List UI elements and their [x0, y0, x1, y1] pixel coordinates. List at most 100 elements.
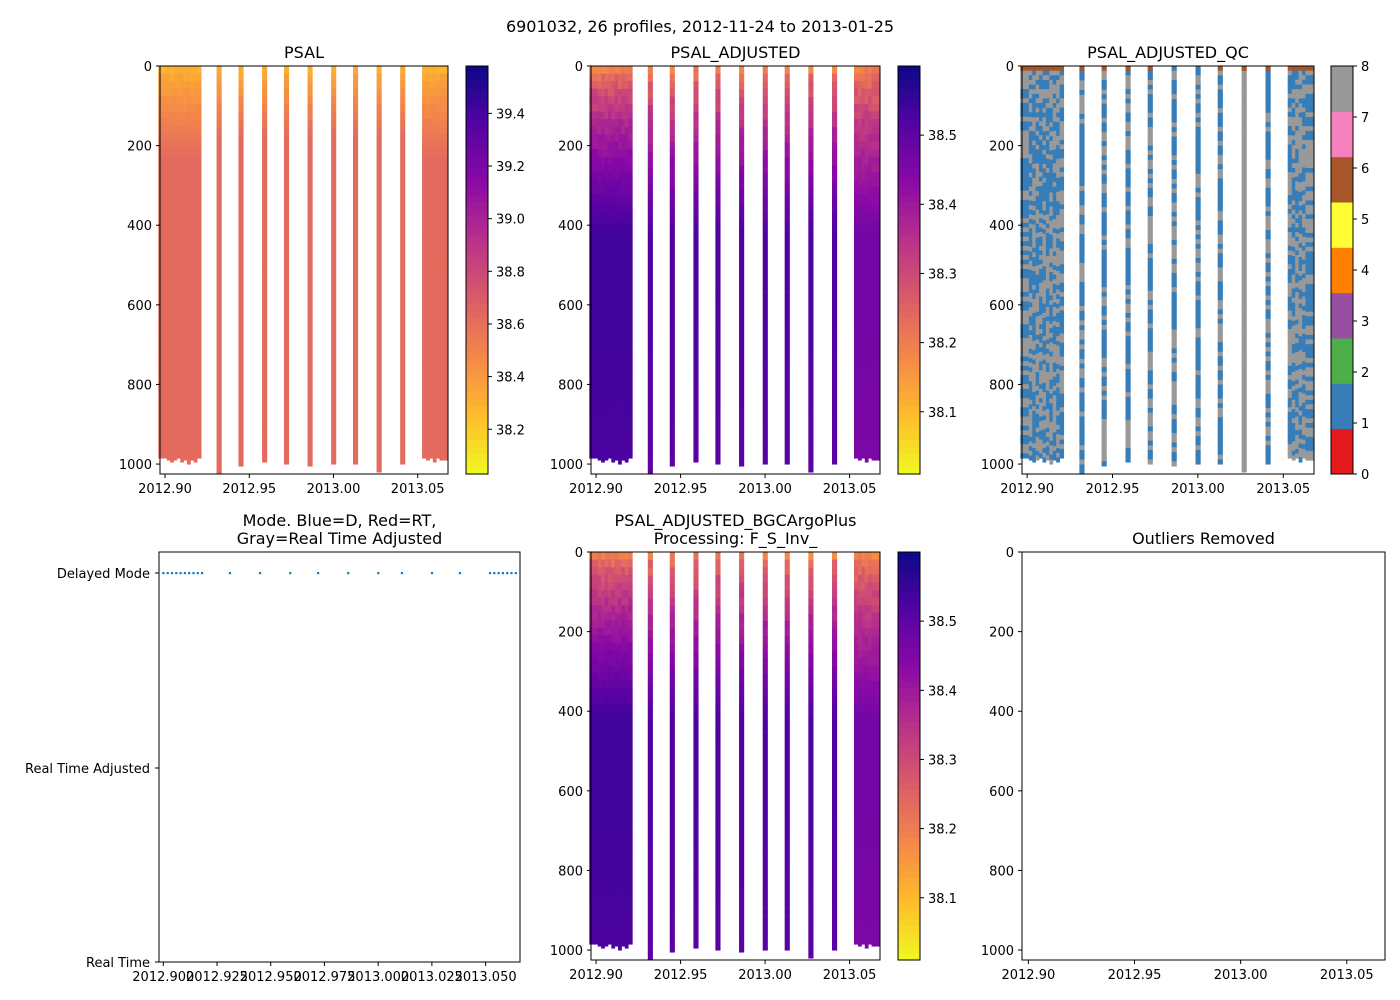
heatmap-cell [262, 446, 268, 455]
heatmap-cell [1032, 350, 1037, 356]
heatmap-cell [1295, 107, 1300, 113]
heatmap-cell [186, 119, 191, 128]
heatmap-cell [1241, 228, 1247, 234]
heatmap-cell [861, 412, 866, 421]
heatmap-cell [422, 344, 427, 354]
heatmap-cell [173, 444, 178, 453]
heatmap-cell [170, 271, 174, 280]
heatmap-cell [1265, 258, 1271, 264]
heatmap-cell [1101, 320, 1107, 326]
heatmap-cell [1042, 149, 1047, 156]
heatmap-cell [1171, 108, 1177, 114]
heatmap-cell [1195, 117, 1201, 123]
heatmap-cell [624, 81, 629, 90]
heatmap-cell [618, 211, 622, 220]
heatmap-cell [400, 425, 406, 434]
heatmap-cell [176, 133, 181, 142]
heatmap-cell [1217, 393, 1223, 399]
heatmap-cell [1079, 368, 1085, 374]
heatmap-cell [1147, 375, 1153, 381]
heatmap-cell [1032, 243, 1037, 249]
heatmap-cell [193, 401, 198, 410]
heatmap-cell [693, 378, 699, 387]
heatmap-cell [1298, 396, 1303, 402]
heatmap-cell [647, 285, 653, 295]
heatmap-cell [861, 141, 866, 150]
heatmap-cell [1056, 266, 1060, 272]
heatmap-cell [1295, 398, 1300, 404]
colorbar-tick-label: 38.4 [928, 198, 957, 213]
heatmap-cell [597, 81, 602, 90]
heatmap-cell [1291, 334, 1296, 341]
heatmap-cell [1039, 384, 1043, 390]
heatmap-cell [861, 216, 866, 225]
heatmap-cell [1171, 400, 1177, 406]
heatmap-cell [1171, 353, 1177, 359]
heatmap-cell [176, 88, 181, 97]
heatmap-cell [1217, 126, 1223, 133]
heatmap-cell [868, 337, 872, 346]
heatmap-cell [1265, 342, 1271, 348]
heatmap-cell [426, 437, 430, 446]
heatmap-cell [193, 119, 198, 128]
heatmap-cell [197, 329, 202, 338]
heatmap-cell [436, 164, 440, 173]
heatmap-cell [607, 405, 612, 414]
heatmap-cell [1125, 378, 1131, 384]
heatmap-cell [197, 141, 202, 150]
heatmap-cell [400, 142, 406, 151]
heatmap-cell [1045, 246, 1050, 252]
heatmap-cell [1195, 295, 1201, 301]
heatmap-cell [607, 254, 612, 263]
heatmap-cell [436, 118, 440, 127]
heatmap-cell [1287, 75, 1293, 81]
heatmap-cell [1298, 271, 1303, 277]
heatmap-cell [1042, 368, 1047, 375]
heatmap-cell [597, 88, 602, 97]
heatmap-cell [1056, 331, 1060, 337]
heatmap-cell [353, 142, 359, 151]
heatmap-cell [858, 247, 862, 256]
heatmap-cell [1171, 367, 1177, 373]
heatmap-cell [1020, 282, 1030, 288]
heatmap-cell [1241, 80, 1247, 86]
heatmap-cell [1241, 257, 1247, 263]
heatmap-cell [1035, 135, 1040, 141]
heatmap-cell [432, 347, 437, 356]
heatmap-cell [429, 118, 434, 127]
heatmap-cell [1028, 200, 1033, 206]
heatmap-cell [422, 382, 427, 391]
heatmap-cell [601, 294, 605, 303]
heatmap-cell [1291, 112, 1296, 118]
heatmap-cell [1295, 250, 1300, 256]
heatmap-cell [739, 242, 745, 252]
heatmap-cell [693, 347, 699, 356]
heatmap-cell [170, 172, 174, 181]
heatmap-cell [589, 337, 599, 346]
heatmap-cell [283, 395, 290, 404]
heatmap-cell [1028, 140, 1033, 146]
heatmap-cell [601, 370, 605, 379]
heatmap-cell [180, 439, 184, 448]
heatmap-cell [1032, 457, 1037, 463]
heatmap-cell [432, 393, 437, 402]
heatmap-cell [1042, 336, 1047, 342]
heatmap-cell [1241, 175, 1247, 182]
heatmap-cell [618, 410, 622, 419]
heatmap-cell [1020, 379, 1030, 385]
heatmap-cell [618, 402, 622, 411]
heatmap-cell [197, 133, 202, 142]
heatmap-cell [1039, 125, 1043, 132]
heatmap-cell [1125, 66, 1131, 72]
heatmap-cell [864, 286, 869, 295]
heatmap-cell [618, 81, 622, 90]
heatmap-cell [864, 302, 869, 311]
heatmap-cell [166, 361, 171, 370]
heatmap-cell [1042, 429, 1047, 435]
heatmap-cell [1035, 302, 1040, 308]
colorbar-swatch [898, 168, 920, 176]
heatmap-cell [1052, 103, 1057, 109]
heatmap-cell [1039, 301, 1043, 307]
heatmap-cell [739, 166, 745, 175]
heatmap-cell [1035, 154, 1040, 160]
